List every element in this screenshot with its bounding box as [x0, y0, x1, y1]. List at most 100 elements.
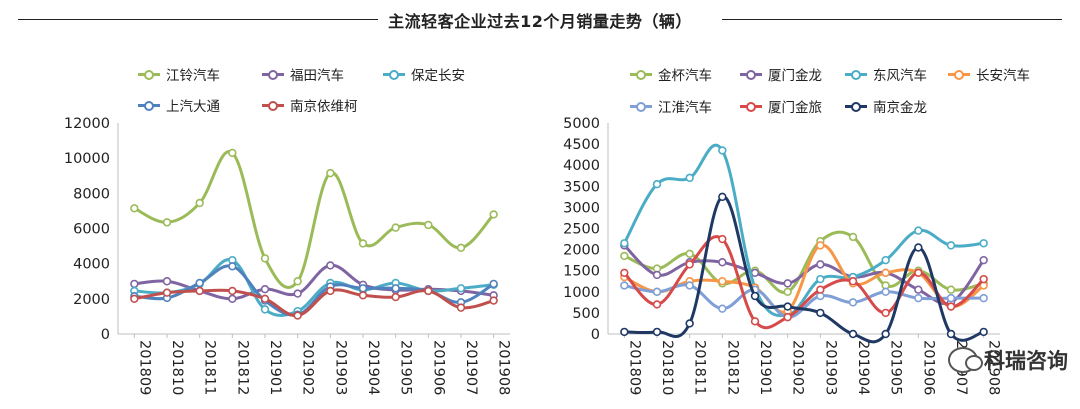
- data-point: [979, 274, 988, 284]
- legend-swatch: [138, 100, 160, 111]
- legend-label: 南京金龙: [873, 100, 927, 116]
- data-point: [979, 239, 988, 248]
- legend-item-xiamen-jinlv: 厦门金旅: [740, 96, 822, 116]
- data-point: [358, 284, 368, 293]
- data-point: [456, 284, 466, 293]
- legend-label: 保定长安: [411, 68, 465, 84]
- data-point: [881, 287, 890, 296]
- data-point: [685, 260, 694, 269]
- data-point: [718, 258, 727, 267]
- data-point: [914, 293, 923, 303]
- data-point: [652, 270, 662, 280]
- data-point: [816, 260, 825, 269]
- x-tick-label: 201907: [463, 340, 479, 395]
- legend-swatch: [740, 69, 762, 80]
- data-point: [652, 327, 662, 337]
- data-point: [783, 279, 792, 288]
- data-point: [391, 223, 400, 232]
- legend-item-nanjing-iveco: 南京依维柯: [262, 95, 358, 115]
- data-point: [685, 249, 694, 259]
- y-tick-label: 4000: [73, 257, 110, 273]
- x-tick-label: 201810: [659, 340, 675, 395]
- y-tick-label: 1500: [563, 264, 600, 280]
- data-point: [424, 220, 433, 230]
- data-point: [293, 311, 302, 320]
- watermark-logo: 科瑞咨询: [948, 345, 1068, 375]
- x-tick-label: 201904: [855, 340, 871, 395]
- data-point: [130, 294, 139, 304]
- x-tick-label: 201903: [332, 340, 348, 395]
- data-point: [718, 192, 727, 202]
- legend-item-dongfeng: 东风汽车: [845, 64, 927, 84]
- data-point: [783, 312, 792, 322]
- data-point: [718, 234, 727, 244]
- data-point: [620, 281, 629, 290]
- data-point: [620, 239, 629, 248]
- x-tick-label: 201812: [724, 340, 740, 395]
- page-title: 主流轻客企业过去12个月销量走势（辆）: [0, 8, 1080, 32]
- x-tick-label: 201809: [136, 340, 152, 395]
- line-chart-right: 0 500 1000 1500 2000 2500 3000 3500 4000 4500 5000…: [563, 116, 1002, 395]
- series-line: [132, 150, 496, 289]
- data-point: [228, 294, 237, 304]
- data-point: [750, 291, 760, 301]
- x-tick-label: 201809: [626, 340, 642, 395]
- y-tick-label: 5000: [563, 116, 600, 132]
- legend-swatch: [630, 101, 652, 112]
- data-point: [685, 281, 694, 290]
- legend-swatch: [138, 69, 160, 80]
- x-tick-label: 201905: [888, 340, 904, 395]
- data-point: [456, 243, 466, 253]
- x-tick-label: 201811: [692, 340, 708, 395]
- x-tick-label: 201905: [398, 340, 414, 395]
- legend-label: 金杯汽车: [658, 68, 712, 84]
- y-tick-label: 0: [101, 327, 110, 343]
- x-tick-label: 201908: [496, 340, 512, 395]
- legend-label: 厦门金旅: [768, 100, 822, 116]
- wechat-icon: [948, 347, 983, 373]
- y-tick-label: 3000: [563, 200, 600, 216]
- legend-swatch: [630, 69, 652, 80]
- series-line: [622, 235, 986, 330]
- x-tick-label: 201903: [822, 340, 838, 395]
- y-tick-label: 2000: [563, 243, 600, 259]
- data-point: [489, 210, 498, 219]
- data-point: [195, 286, 204, 296]
- data-point: [881, 268, 890, 278]
- series-line: [132, 288, 496, 318]
- y-tick-label: 8000: [73, 186, 110, 202]
- line-chart-left: 0 2000 4000 6000 8000 10000 12000 201809 201810 2…: [64, 116, 512, 395]
- legend-item-jiangling: 江铃汽车: [138, 64, 220, 84]
- legend-swatch: [948, 69, 970, 80]
- x-tick-label: 201902: [790, 340, 806, 395]
- legend-swatch: [740, 101, 762, 112]
- data-point: [162, 277, 172, 286]
- legend-label: 东风汽车: [873, 68, 927, 84]
- data-point: [620, 251, 629, 261]
- data-point: [293, 289, 302, 298]
- data-point: [979, 255, 988, 265]
- legend-label: 江铃汽车: [166, 68, 220, 84]
- y-tick-label: 2000: [73, 292, 110, 308]
- x-tick-label: 201906: [920, 340, 936, 395]
- data-point: [881, 329, 890, 339]
- data-point: [358, 239, 368, 248]
- data-point: [783, 302, 792, 311]
- legend-swatch: [845, 101, 867, 112]
- legend-item-nanjing-jinlong: 南京金龙: [845, 96, 927, 116]
- data-point: [326, 286, 335, 296]
- data-point: [816, 274, 825, 284]
- data-point: [620, 327, 629, 337]
- y-tick-label: 2500: [563, 222, 600, 238]
- series-line: [622, 143, 986, 318]
- legend-swatch: [845, 69, 867, 80]
- data-point: [652, 300, 662, 309]
- data-point: [783, 287, 792, 296]
- data-point: [946, 302, 956, 311]
- data-point: [326, 168, 335, 178]
- data-point: [848, 232, 858, 242]
- data-point: [162, 288, 172, 297]
- y-tick-label: 6000: [73, 222, 110, 238]
- data-point: [881, 255, 890, 265]
- legend-label: 长安汽车: [976, 68, 1030, 84]
